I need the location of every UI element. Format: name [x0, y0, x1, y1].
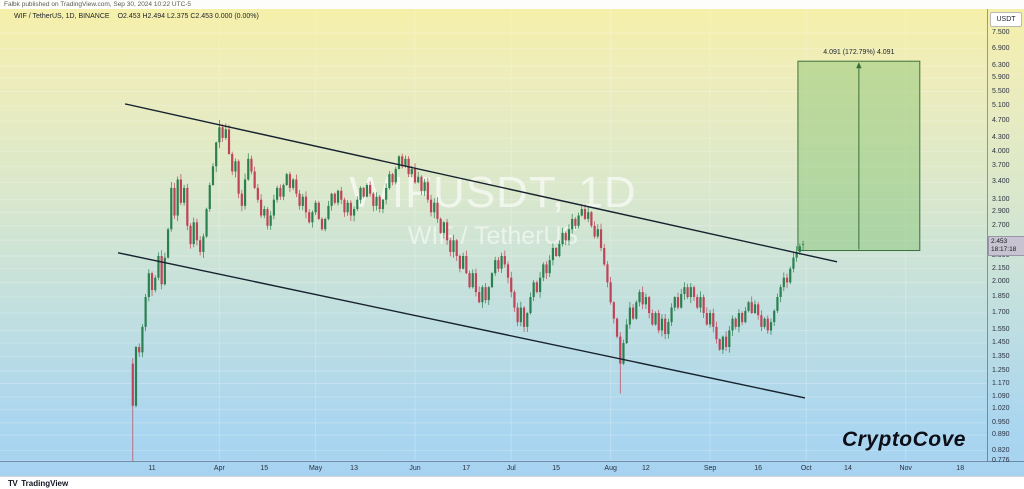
- price-tick-label: 2.000: [992, 278, 1010, 286]
- time-tick-label: 12: [642, 465, 650, 472]
- last-price-label: 2.453 18:17:18: [988, 235, 1024, 256]
- price-tick-label: 5.500: [992, 87, 1010, 95]
- publish-line: Falbk published on TradingView.com, Sep …: [4, 1, 192, 8]
- price-tick-label: 4.000: [992, 147, 1010, 155]
- price-range-label: 4.091 (172.79%) 4.091: [823, 49, 895, 57]
- price-tick-label: 2.700: [992, 221, 1010, 229]
- time-tick-label: Sep: [703, 465, 717, 472]
- time-tick-label: Jul: [506, 465, 516, 472]
- candlestick-series: [131, 119, 805, 461]
- time-tick-label: 13: [350, 465, 358, 472]
- time-tick-label: Oct: [800, 465, 812, 472]
- price-tick-label: 1.550: [992, 326, 1010, 334]
- price-tick-label: 4.700: [992, 117, 1010, 125]
- tradingview-brand[interactable]: TradingView: [21, 479, 69, 488]
- time-tick-label: 16: [754, 465, 763, 472]
- grid-lines: [0, 9, 986, 462]
- brand-strip: TV TradingView: [0, 476, 1024, 489]
- time-tick-label: Jun: [409, 465, 421, 472]
- price-tick-label: 1.350: [992, 352, 1010, 360]
- price-tick-label: 1.170: [992, 379, 1010, 387]
- price-tick-label: 5.100: [992, 101, 1010, 109]
- price-tick-label: 3.100: [992, 195, 1010, 203]
- price-tick-label: 4.300: [992, 133, 1010, 141]
- bar-countdown: 18:17:18: [991, 245, 1017, 253]
- price-tick-label: 1.090: [992, 392, 1010, 400]
- legend-symbol: WIF / TetherUS, 1D, BINANCE: [14, 13, 110, 20]
- price-tick-label: 0.890: [992, 431, 1010, 439]
- projection-box[interactable]: [797, 60, 921, 252]
- time-axis[interactable]: 11 Apr 15 May 13 Jun 17 Jul 15 Aug 12 Sep 16 Oct 14 Nov…: [0, 461, 1024, 477]
- publish-strip: Falbk published on TradingView.com, Sep …: [0, 0, 1024, 9]
- price-tick-label: 3.400: [992, 178, 1010, 186]
- time-tick-label: 11: [148, 465, 156, 472]
- symbol-legend: WIF / TetherUS, 1D, BINANCE O2.453 H2.494…: [14, 13, 259, 20]
- price-tick-label: 0.950: [992, 418, 1010, 426]
- price-tick-label: 7.500: [992, 29, 1010, 36]
- last-price-value: 2.453: [991, 237, 1008, 245]
- time-tick-label: Apr: [213, 465, 225, 472]
- price-tick-label: 2.150: [992, 264, 1010, 272]
- price-tick-label: 6.300: [992, 61, 1010, 69]
- price-tick-label: 3.700: [992, 162, 1010, 170]
- price-tick-label: 0.776: [992, 456, 1010, 464]
- legend-ohlc: O2.453 H2.494 L2.375 C2.453 0.000 (0.00%…: [117, 13, 259, 20]
- price-tick-label: 1.450: [992, 339, 1010, 347]
- time-tick-label: Nov: [899, 465, 912, 472]
- price-tick-label: 1.700: [992, 309, 1010, 317]
- time-tick-label: 17: [462, 465, 471, 472]
- price-tick-label: 1.020: [992, 405, 1010, 413]
- price-tick-label: 6.900: [992, 44, 1010, 52]
- time-tick-label: 15: [260, 465, 269, 472]
- trendline[interactable]: [117, 252, 806, 399]
- time-tick-label: 18: [956, 465, 965, 472]
- time-tick-label: May: [308, 465, 323, 472]
- time-tick-label: 14: [844, 465, 852, 472]
- time-tick-label: Aug: [604, 465, 617, 472]
- price-tick-label: 1.850: [992, 293, 1010, 301]
- trendline[interactable]: [124, 103, 838, 263]
- price-tick-label: 5.900: [992, 74, 1010, 82]
- price-tick-label: 1.250: [992, 367, 1010, 375]
- time-tick-label: 15: [552, 465, 561, 472]
- currency-toggle-button[interactable]: USDT: [990, 12, 1022, 27]
- tradingview-logo-icon[interactable]: TV: [8, 479, 18, 488]
- price-tick-label: 0.820: [992, 446, 1010, 454]
- channel-signature: CryptoCove: [841, 428, 966, 451]
- price-tick-label: 2.900: [992, 208, 1010, 216]
